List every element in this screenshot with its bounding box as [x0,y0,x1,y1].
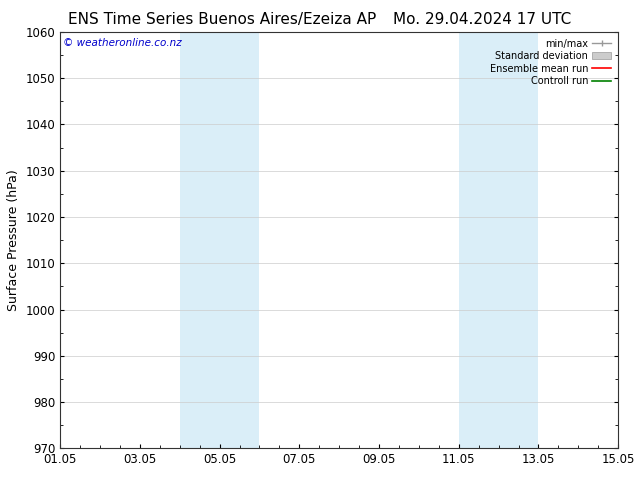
Bar [459,32,538,448]
Legend: min/max, Standard deviation, Ensemble mean run, Controll run: min/max, Standard deviation, Ensemble me… [488,37,613,88]
Bar [180,32,259,448]
Text: ENS Time Series Buenos Aires/Ezeiza AP: ENS Time Series Buenos Aires/Ezeiza AP [68,12,376,27]
Text: Mo. 29.04.2024 17 UTC: Mo. 29.04.2024 17 UTC [392,12,571,27]
Text: © weatheronline.co.nz: © weatheronline.co.nz [63,38,182,48]
Y-axis label: Surface Pressure (hPa): Surface Pressure (hPa) [7,169,20,311]
